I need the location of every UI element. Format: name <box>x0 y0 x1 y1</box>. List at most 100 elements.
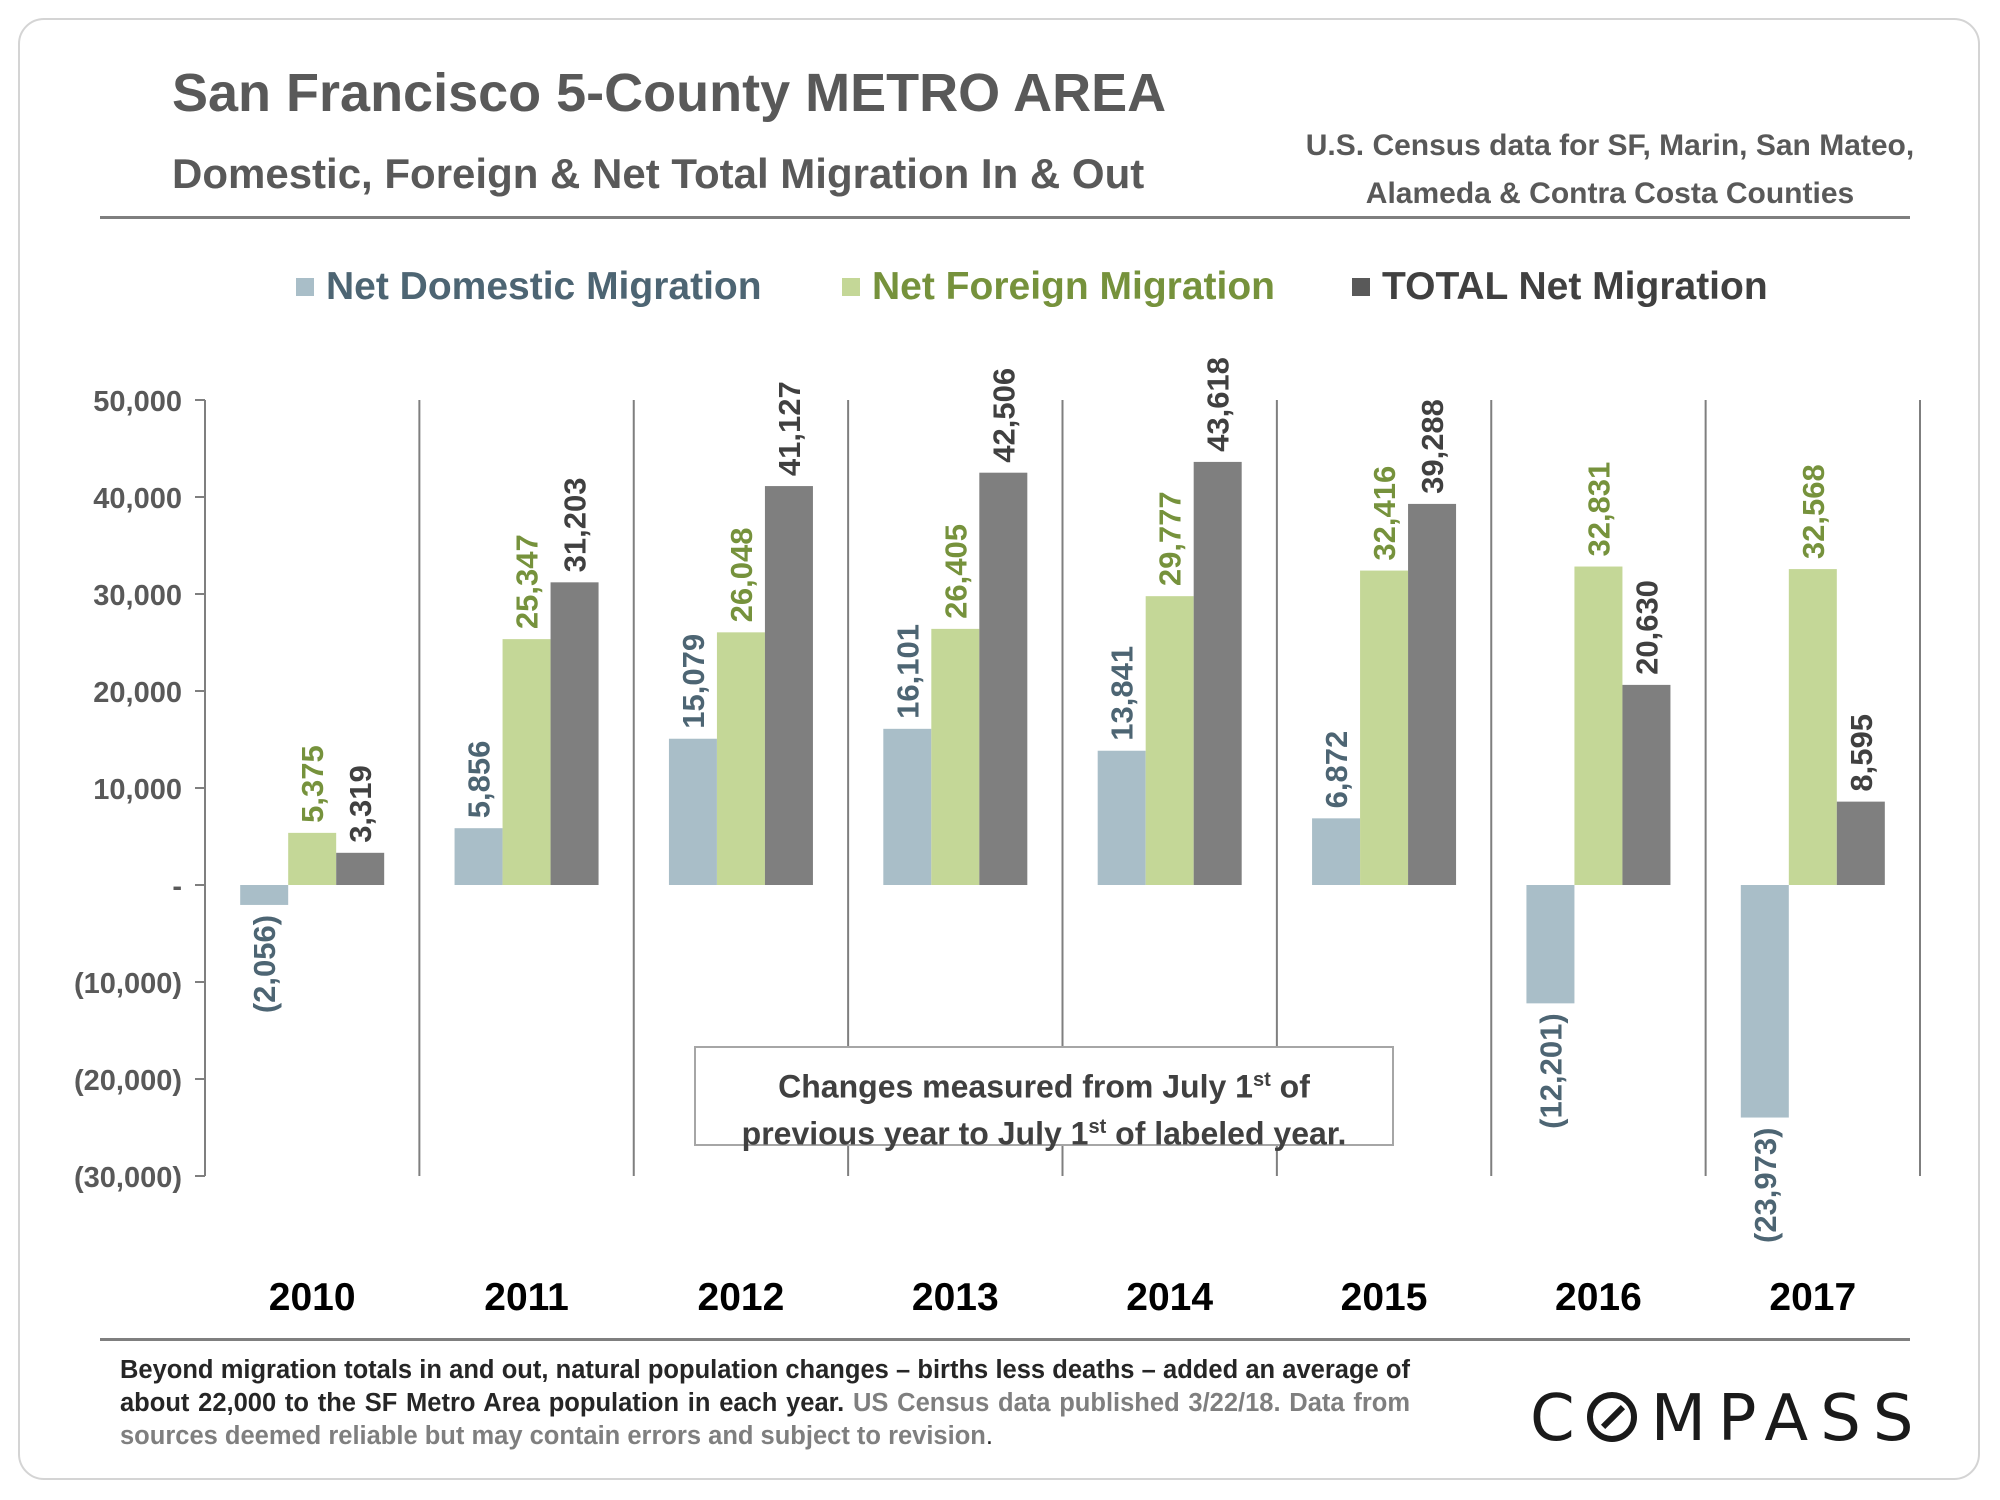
bar-total-2010 <box>336 852 385 885</box>
bar-total-2013 <box>979 472 1028 885</box>
data-label-total-2012: 41,127 <box>772 381 807 476</box>
bar-total-2011 <box>550 582 599 885</box>
data-label-foreign-2011: 25,347 <box>510 534 545 629</box>
note-line-2: previous year to July 1st of labeled yea… <box>696 1107 1392 1154</box>
data-label-domestic-2014: 13,841 <box>1105 646 1140 741</box>
x-tick-label-2017: 2017 <box>1769 1276 1856 1319</box>
bar-foreign-2011 <box>502 639 551 885</box>
data-label-foreign-2015: 32,416 <box>1367 466 1402 561</box>
x-tick-label-2014: 2014 <box>1126 1276 1213 1319</box>
bar-foreign-2017 <box>1788 569 1837 885</box>
footnote-source: US Census data published 3/22/18. Data f… <box>120 1389 1410 1450</box>
bar-domestic-2014 <box>1097 750 1146 885</box>
data-label-domestic-2012: 15,079 <box>676 634 711 729</box>
y-tick-label: 30,000 <box>93 580 182 612</box>
legend-label-total: TOTAL Net Migration <box>1382 265 1768 308</box>
bar-total-2015 <box>1408 503 1457 885</box>
bar-domestic-2016 <box>1526 885 1575 1004</box>
data-label-domestic-2017: (23,973) <box>1748 1128 1783 1243</box>
chart-frame <box>18 18 1980 1480</box>
x-tick-label-2011: 2011 <box>484 1276 569 1319</box>
logo-o-mark <box>1586 1392 1637 1442</box>
legend-item-total: TOTAL Net Migration <box>1352 262 1768 312</box>
note-line-2-sup: st <box>1088 1115 1107 1138</box>
bar-foreign-2016 <box>1574 566 1623 885</box>
y-tick-label: (20,000) <box>74 1065 182 1097</box>
data-label-foreign-2012: 26,048 <box>724 528 759 623</box>
data-label-foreign-2014: 29,777 <box>1153 491 1188 586</box>
legend-item-domestic: Net Domestic Migration <box>296 262 762 312</box>
data-label-foreign-2016: 32,831 <box>1581 462 1616 557</box>
source-line-2: Alameda & Contra Costa Counties <box>1365 177 1855 210</box>
note-line-1-sup: st <box>1252 1069 1271 1091</box>
x-tick-label-2016: 2016 <box>1555 1276 1642 1319</box>
bar-foreign-2010 <box>288 832 337 885</box>
bar-domestic-2015 <box>1312 818 1361 885</box>
logo-letter-c: C <box>1530 1382 1587 1456</box>
data-label-domestic-2015: 6,872 <box>1319 731 1354 809</box>
y-tick-label: 50,000 <box>93 386 182 418</box>
y-tick-label: 10,000 <box>93 774 182 806</box>
legend-swatch-foreign <box>842 278 860 296</box>
footnote-end: . <box>985 1422 993 1450</box>
data-label-total-2013: 42,506 <box>986 368 1021 463</box>
legend-item-foreign: Net Foreign Migration <box>842 262 1275 312</box>
bar-domestic-2013 <box>883 728 932 885</box>
bar-total-2012 <box>764 486 813 885</box>
compass-logo: C MPASS <box>1530 1382 1925 1456</box>
footer-divider <box>100 1338 1910 1341</box>
bar-foreign-2012 <box>716 632 765 885</box>
legend-swatch-total <box>1352 278 1370 296</box>
footnote: Beyond migration totals in and out, natu… <box>120 1354 1410 1453</box>
source-line-1: U.S. Census data for SF, Marin, San Mate… <box>1305 129 1915 162</box>
logo-letters: MPASS <box>1650 1382 1926 1456</box>
bar-domestic-2012 <box>668 738 717 885</box>
note-line-1-end: of <box>1270 1068 1310 1105</box>
bar-domestic-2010 <box>240 885 289 905</box>
data-label-domestic-2016: (12,201) <box>1533 1013 1568 1128</box>
x-tick-label-2015: 2015 <box>1341 1276 1428 1319</box>
bar-domestic-2017 <box>1740 885 1789 1118</box>
legend-label-foreign: Net Foreign Migration <box>872 265 1275 308</box>
data-label-total-2017: 8,595 <box>1844 714 1879 792</box>
x-tick-label-2010: 2010 <box>269 1276 356 1319</box>
bar-foreign-2015 <box>1360 570 1409 885</box>
measurement-note: Changes measured from July 1st of previo… <box>694 1046 1394 1151</box>
y-tick-label: 20,000 <box>93 677 182 709</box>
bar-total-2017 <box>1836 801 1885 885</box>
header-divider <box>100 216 1910 219</box>
data-label-foreign-2010: 5,375 <box>295 745 330 823</box>
data-label-total-2015: 39,288 <box>1415 399 1450 494</box>
bar-foreign-2013 <box>931 628 980 885</box>
note-line-1-text: Changes measured from July 1 <box>778 1068 1253 1105</box>
data-label-foreign-2017: 32,568 <box>1796 464 1831 559</box>
y-tick-label: (10,000) <box>74 968 182 1000</box>
data-label-domestic-2010: (2,056) <box>247 915 282 1013</box>
note-line-2-text: previous year to July 1 <box>741 1115 1089 1152</box>
chart-title: San Francisco 5-County METRO AREA <box>172 63 1167 123</box>
y-tick-label: - <box>172 871 182 903</box>
bar-total-2016 <box>1622 684 1671 885</box>
legend-label-domestic: Net Domestic Migration <box>326 265 762 308</box>
bar-foreign-2014 <box>1145 596 1194 885</box>
x-tick-label-2012: 2012 <box>698 1276 785 1319</box>
bar-total-2014 <box>1193 461 1242 885</box>
footnote-main: Beyond migration totals in and out, natu… <box>120 1356 1410 1417</box>
data-label-total-2014: 43,618 <box>1201 357 1236 452</box>
chart-subtitle: Domestic, Foreign & Net Total Migration … <box>172 150 1145 197</box>
legend-swatch-domestic <box>296 278 314 296</box>
bar-domestic-2011 <box>454 828 503 885</box>
data-label-domestic-2011: 5,856 <box>462 741 497 819</box>
data-label-total-2016: 20,630 <box>1629 580 1664 675</box>
y-tick-label: 40,000 <box>93 483 182 515</box>
y-tick-label: (30,000) <box>74 1162 182 1194</box>
source-note: U.S. Census data for SF, Marin, San Mate… <box>1260 122 1960 218</box>
note-line-1: Changes measured from July 1st of <box>696 1060 1392 1107</box>
data-label-total-2010: 3,319 <box>343 765 378 843</box>
data-label-foreign-2013: 26,405 <box>938 524 973 619</box>
data-label-total-2011: 31,203 <box>558 478 593 573</box>
data-label-domestic-2013: 16,101 <box>890 624 925 719</box>
note-line-2-end: of labeled year. <box>1106 1115 1347 1152</box>
x-tick-label-2013: 2013 <box>912 1276 999 1319</box>
